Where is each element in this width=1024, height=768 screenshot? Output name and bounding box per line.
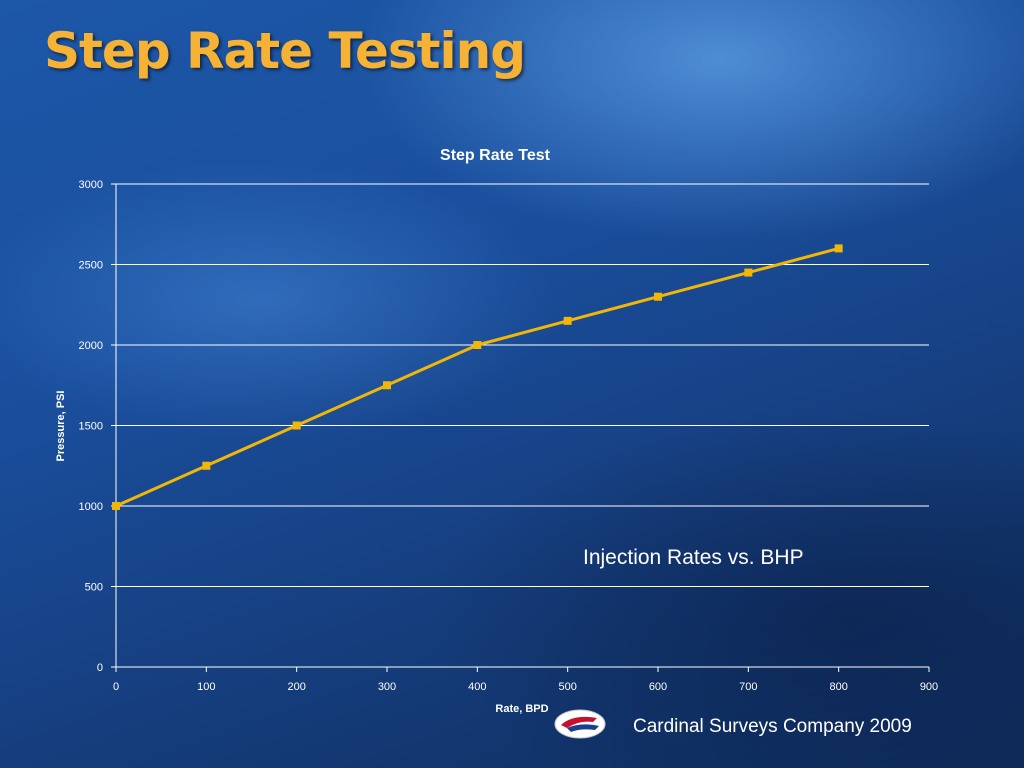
gridlines [116,183,929,587]
data-point-4 [473,341,482,349]
x-tick-label-8: 800 [829,681,847,693]
x-tick-label-2: 200 [287,681,305,693]
y-tick-label-2: 1000 [79,501,103,513]
y-tick-label-3: 1500 [79,421,103,433]
footer-text: Cardinal Surveys Company 2009 [633,716,912,737]
slide-title: Step Rate Testing [44,22,526,80]
y-axis-label: Pressure, PSI [55,391,67,462]
x-tick-label-9: 900 [920,681,938,693]
data-point-2 [292,421,301,430]
y-tick-label-0: 0 [97,662,103,674]
x-tick-label-1: 100 [197,681,215,693]
x-tick-label-3: 300 [378,681,396,693]
chart-title: Step Rate Test [440,147,551,164]
series-line-0 [115,246,840,508]
data-point-8 [834,244,843,253]
x-tick-label-0: 0 [113,681,119,693]
x-tick-label-7: 700 [739,681,757,693]
x-tick-label-5: 500 [558,681,576,693]
y-tick-label-6: 3000 [79,179,103,191]
chart-annotation: Injection Rates vs. BHP [583,546,804,569]
x-tick-label-4: 400 [468,681,486,693]
data-point-1 [202,461,211,470]
data-point-6 [654,292,662,301]
series-line-group [112,244,843,510]
data-point-5 [563,316,572,325]
axes [111,183,930,672]
tick-labels: 0 500 1000 1500 2000 2500 3000 0 100 200 300 400 500… [79,179,939,693]
y-tick-label-5: 2500 [79,260,103,272]
data-point-7 [744,268,753,277]
cardinal-logo [554,709,606,739]
data-point-3 [383,381,391,390]
data-point-0 [112,502,120,510]
x-axis-label: Rate, BPD [495,703,548,715]
y-tick-label-1: 500 [85,582,103,594]
x-tick-label-6: 600 [649,681,667,693]
y-tick-label-4: 2000 [79,340,103,352]
